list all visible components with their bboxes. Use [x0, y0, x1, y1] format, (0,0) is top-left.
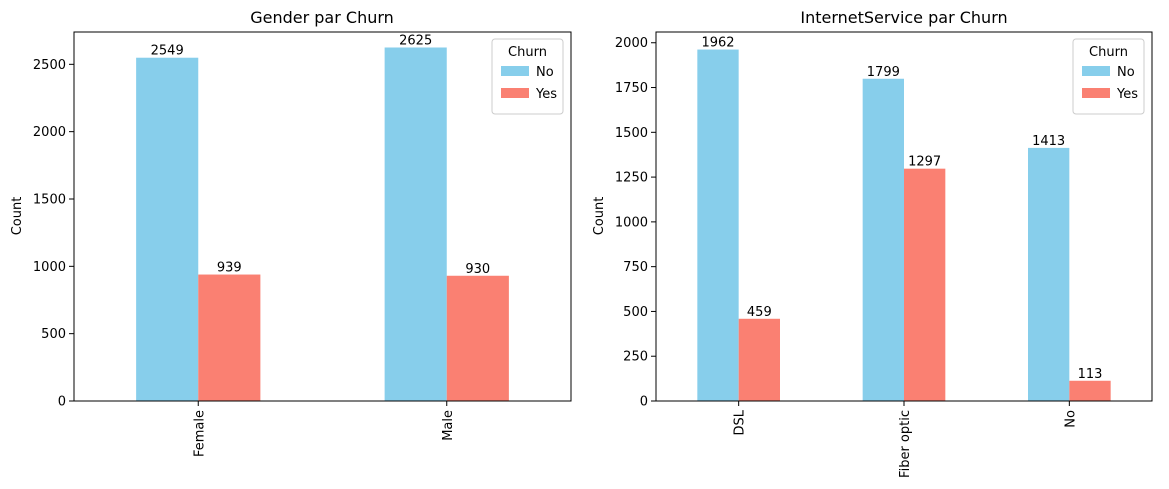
- chart-internetservice-par-churn: InternetService par Churn Count 1962 459 D…: [592, 8, 1153, 478]
- data-label: 2549: [151, 44, 184, 59]
- x-tick-label: Female: [192, 410, 207, 457]
- legend-swatch-no: [1082, 66, 1110, 76]
- legend-swatch-yes: [501, 88, 529, 98]
- x-tick-label: No: [1063, 410, 1078, 428]
- plot-area: 2549 939 Female 2625 930 Male 0 500 1000 1500 2000…: [33, 31, 572, 457]
- bar-no-no: [1028, 147, 1070, 401]
- y-tick-label: 0: [640, 395, 648, 410]
- chart-title: Gender par Churn: [250, 8, 394, 27]
- y-tick-label: 1250: [615, 171, 648, 186]
- legend: Churn No Yes: [491, 38, 564, 115]
- axes-frame: [655, 31, 1153, 402]
- bar-dsl-no: [697, 49, 739, 402]
- y-tick-label: 750: [623, 260, 648, 275]
- bar-male-no: [384, 47, 447, 402]
- bar-female-yes: [198, 274, 261, 401]
- data-label: 1962: [701, 36, 734, 51]
- legend: Churn No Yes: [1072, 38, 1145, 115]
- axes-frame: [73, 31, 572, 402]
- data-label: 939: [217, 261, 242, 276]
- plot-area: 1962 459 DSL 1799 1297 Fiber optic 1413 113 No 0 2…: [615, 31, 1153, 478]
- chart-title: InternetService par Churn: [800, 8, 1007, 27]
- legend-label: No: [1117, 65, 1135, 80]
- y-tick-label: 2500: [33, 58, 66, 73]
- legend-title: Churn: [1089, 45, 1128, 60]
- y-tick-label: 1000: [33, 260, 66, 275]
- y-tick-label: 250: [623, 350, 648, 365]
- y-tick-label: 500: [623, 305, 648, 320]
- bar-dsl-yes: [738, 318, 780, 401]
- legend-label: No: [536, 65, 554, 80]
- y-tick-label: 2000: [615, 36, 648, 51]
- data-label: 1297: [908, 155, 941, 170]
- bar-fiber-optic-yes: [904, 168, 946, 401]
- y-tick-label: 500: [41, 327, 66, 342]
- y-tick-label: 1500: [33, 192, 66, 207]
- x-tick-label: DSL: [733, 409, 748, 435]
- y-axis-label: Count: [10, 197, 25, 236]
- x-tick-label: Male: [441, 410, 456, 441]
- bar-male-yes: [446, 275, 509, 401]
- data-label: 930: [465, 262, 490, 277]
- data-label: 1799: [867, 65, 900, 80]
- bar-female-no: [136, 57, 199, 401]
- data-label: 113: [1078, 367, 1103, 382]
- y-tick-label: 2000: [33, 125, 66, 140]
- y-tick-label: 1000: [615, 215, 648, 230]
- chart-gender-par-churn: Gender par Churn Count 2549 939 Female 2625…: [10, 8, 572, 457]
- y-tick-label: 1750: [615, 81, 648, 96]
- data-label: 1413: [1032, 134, 1065, 149]
- legend-swatch-yes: [1082, 88, 1110, 98]
- legend-swatch-no: [501, 66, 529, 76]
- legend-label: Yes: [535, 87, 557, 102]
- bar-no-yes: [1069, 380, 1111, 401]
- legend-title: Churn: [508, 45, 547, 60]
- y-tick-label: 0: [58, 395, 66, 410]
- x-tick-label: Fiber optic: [898, 410, 913, 478]
- bar-fiber-optic-no: [862, 78, 904, 401]
- y-tick-label: 1500: [615, 126, 648, 141]
- data-label: 459: [747, 305, 772, 320]
- y-axis-label: Count: [592, 197, 607, 236]
- data-label: 2625: [399, 33, 432, 48]
- legend-label: Yes: [1116, 87, 1138, 102]
